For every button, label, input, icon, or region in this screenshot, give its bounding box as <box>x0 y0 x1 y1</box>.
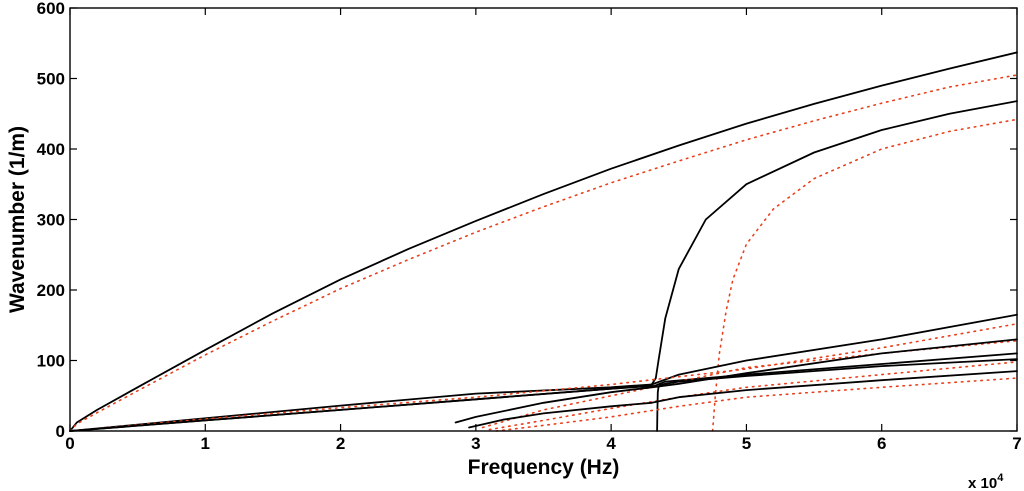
x-axis-multiplier-exponent: 4 <box>997 472 1004 484</box>
x-tick-label: 4 <box>606 434 616 453</box>
y-axis-label: Wavenumber (1/m) <box>6 126 29 313</box>
series-line-9 <box>454 338 1018 424</box>
x-tick-label: 5 <box>742 434 751 453</box>
series-line-7 <box>69 352 1018 432</box>
series-line-6 <box>69 322 1018 432</box>
x-tick-label: 0 <box>65 434 74 453</box>
y-tick-label: 100 <box>37 352 65 371</box>
x-tick-label: 3 <box>471 434 480 453</box>
series-line-13 <box>495 377 1018 432</box>
x-axis-label: Frequency (Hz) <box>468 456 620 479</box>
series-line-11 <box>468 370 1018 429</box>
y-tick-label: 500 <box>37 70 65 89</box>
y-tick-label: 600 <box>37 0 65 18</box>
x-axis-multiplier: x 104 <box>968 472 1004 491</box>
x-tick-label: 7 <box>1012 434 1021 453</box>
x-tick-label: 6 <box>877 434 886 453</box>
series-layer <box>69 51 1018 432</box>
series-line-4 <box>711 118 1018 432</box>
series-line-1 <box>69 51 1018 432</box>
plot-frame <box>69 7 1018 432</box>
series-line-5 <box>69 313 1018 432</box>
y-tick-label: 200 <box>37 281 65 300</box>
y-axis-ticks: 0 100 200 300 400 500 600 <box>37 0 1017 441</box>
x-axis-ticks: 0 1 2 3 4 5 6 7 <box>65 8 1022 453</box>
y-tick-label: 0 <box>56 422 65 441</box>
series-line-10 <box>488 361 1018 431</box>
y-tick-label: 300 <box>37 211 65 230</box>
x-tick-label: 2 <box>336 434 345 453</box>
series-line-2 <box>69 74 1018 432</box>
x-axis-multiplier-base: x 10 <box>968 475 997 491</box>
y-tick-label: 400 <box>37 140 65 159</box>
series-line-12 <box>656 358 1018 432</box>
x-tick-label: 1 <box>201 434 210 453</box>
